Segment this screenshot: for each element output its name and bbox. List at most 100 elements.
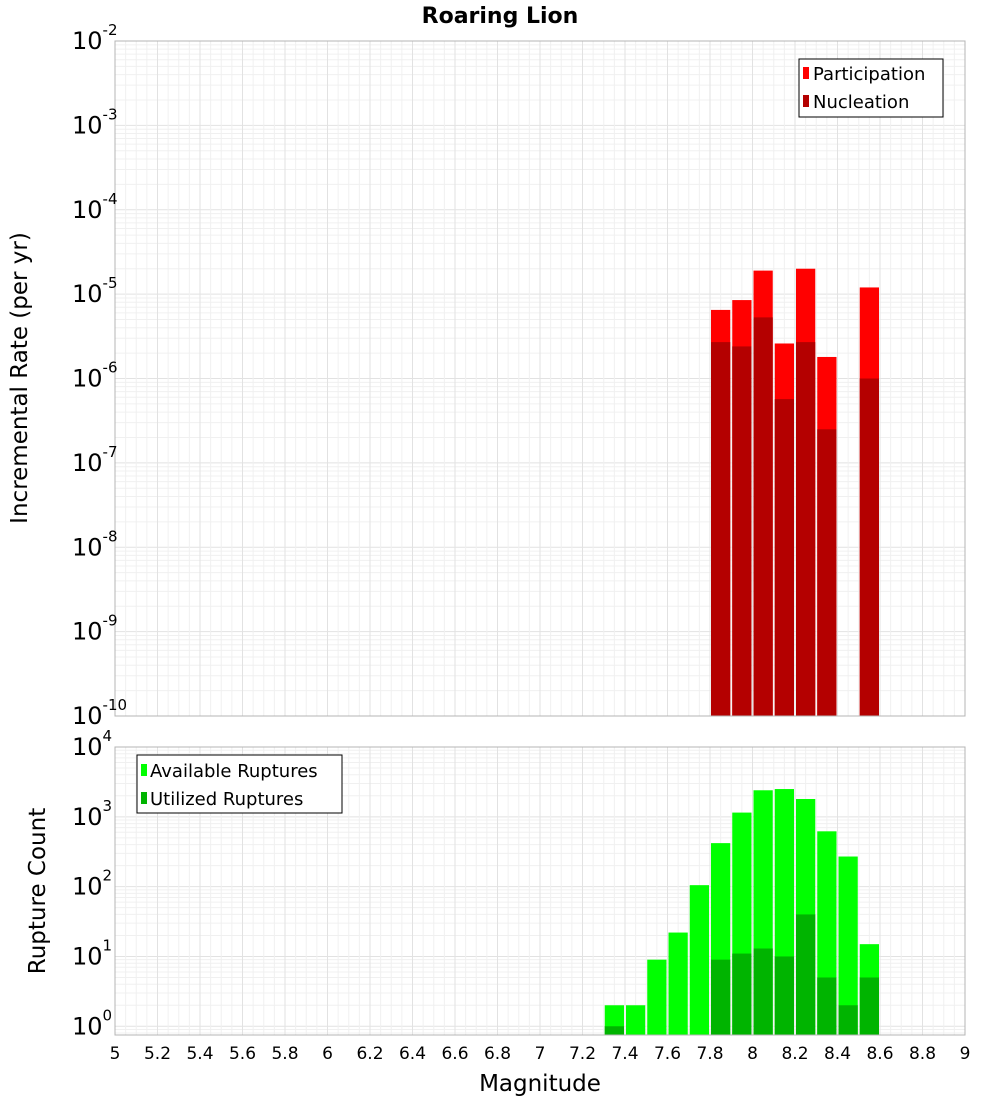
bottom-plot-frame — [114, 746, 966, 1036]
x-tick-label: 8.8 — [909, 1044, 936, 1064]
y-tick-exponent: 0 — [103, 1006, 113, 1024]
y-tick-exponent: -9 — [103, 612, 118, 630]
bottom-plot-bars — [604, 789, 879, 1035]
rate-bar-nucleation — [796, 342, 816, 716]
bottom-legend: Available Ruptures Utilized Ruptures — [136, 754, 343, 814]
rate-bar-nucleation — [859, 378, 879, 716]
top-plot-frame — [114, 40, 966, 717]
y-tick-base: 10 — [72, 196, 103, 224]
incremental-rate-plot: 10-210-310-410-510-610-710-810-910-10 In… — [7, 21, 966, 730]
y-tick-label: 10-5 — [72, 274, 118, 308]
top-plot-y-ticks: 10-210-310-410-510-610-710-810-910-10 — [72, 21, 127, 730]
x-tick-label: 8.6 — [866, 1044, 893, 1064]
utilized-legend-swatch — [141, 792, 147, 804]
y-tick-base: 10 — [72, 702, 103, 730]
y-tick-exponent: 2 — [103, 867, 113, 885]
y-tick-label: 100 — [72, 1006, 112, 1040]
y-tick-label: 10-2 — [72, 21, 118, 55]
x-axis-ticks: 5 5.2 5.4 5.6 5.8 6 6.2 6.4 6.6 6.8 7 7.2 7.4 7.6 7.8 8… — [110, 1044, 971, 1064]
x-tick-label: 8.4 — [824, 1044, 851, 1064]
count-bar-available — [647, 959, 667, 1035]
count-bar-available — [689, 885, 709, 1035]
y-tick-exponent: 1 — [103, 936, 113, 954]
y-tick-label: 102 — [72, 867, 112, 901]
count-bar-utilized — [817, 977, 837, 1035]
available-legend-swatch — [141, 764, 147, 776]
count-bar-available — [668, 932, 688, 1035]
y-tick-label: 103 — [72, 797, 112, 831]
y-tick-label: 10-7 — [72, 443, 118, 477]
x-tick-label: 7 — [535, 1044, 546, 1064]
y-tick-exponent: -3 — [103, 105, 118, 123]
y-tick-base: 10 — [72, 733, 103, 761]
count-bar-available — [838, 856, 858, 1035]
count-bar-utilized — [732, 953, 752, 1035]
count-bar-utilized — [774, 956, 794, 1035]
top-legend-box — [798, 58, 944, 118]
y-tick-exponent: -7 — [103, 443, 118, 461]
participation-legend-swatch — [803, 67, 809, 79]
rate-bar-nucleation — [817, 429, 837, 716]
top-y-axis-label: Incremental Rate (per yr) — [7, 232, 33, 524]
x-tick-label: 8.2 — [781, 1044, 808, 1064]
count-bar-available — [626, 1005, 646, 1035]
y-tick-base: 10 — [72, 533, 103, 561]
top-plot-grid — [114, 41, 966, 717]
x-tick-label: 5.6 — [229, 1044, 256, 1064]
y-tick-exponent: -6 — [103, 359, 118, 377]
y-tick-label: 10-6 — [72, 359, 118, 393]
y-tick-label: 10-4 — [72, 190, 118, 224]
x-tick-label: 6.8 — [484, 1044, 511, 1064]
y-tick-base: 10 — [72, 365, 103, 393]
y-tick-base: 10 — [72, 27, 103, 55]
y-tick-base: 10 — [72, 803, 103, 831]
count-bar-utilized — [753, 948, 773, 1035]
rate-bar-nucleation — [732, 346, 752, 716]
top-plot-bars — [711, 268, 879, 716]
rate-bar-nucleation — [753, 317, 773, 716]
count-bar-utilized — [796, 914, 816, 1035]
y-tick-base: 10 — [72, 1012, 103, 1040]
bottom-legend-box — [136, 754, 343, 814]
x-axis-label: Magnitude — [479, 1071, 601, 1097]
x-tick-label: 6.2 — [356, 1044, 383, 1064]
top-legend: Participation Nucleation — [798, 58, 944, 118]
y-tick-exponent: -8 — [103, 527, 118, 545]
count-bar-utilized — [838, 1005, 858, 1035]
y-tick-exponent: 4 — [103, 727, 113, 745]
x-tick-label: 7.4 — [611, 1044, 638, 1064]
x-tick-label: 7.8 — [696, 1044, 723, 1064]
nucleation-legend-label: Nucleation — [813, 92, 909, 113]
y-tick-base: 10 — [72, 873, 103, 901]
y-tick-label: 10-9 — [72, 612, 118, 646]
y-tick-base: 10 — [72, 111, 103, 139]
y-tick-base: 10 — [72, 449, 103, 477]
y-tick-exponent: -5 — [103, 274, 118, 292]
x-tick-label: 6 — [322, 1044, 333, 1064]
x-tick-label: 7.6 — [654, 1044, 681, 1064]
x-tick-label: 5.2 — [144, 1044, 171, 1064]
rate-bar-nucleation — [711, 342, 731, 716]
x-tick-label: 8 — [747, 1044, 758, 1064]
y-tick-base: 10 — [72, 280, 103, 308]
y-tick-label: 104 — [72, 727, 112, 761]
x-tick-label: 9 — [960, 1044, 971, 1064]
x-tick-label: 5.8 — [271, 1044, 298, 1064]
available-legend-label: Available Ruptures — [150, 761, 318, 782]
y-tick-label: 10-10 — [72, 696, 127, 730]
y-tick-exponent: 3 — [103, 797, 113, 815]
y-tick-exponent: -2 — [103, 21, 118, 39]
y-tick-exponent: -4 — [103, 190, 118, 208]
nucleation-legend-swatch — [803, 95, 809, 107]
x-tick-label: 5 — [110, 1044, 121, 1064]
x-tick-label: 6.6 — [441, 1044, 468, 1064]
y-tick-exponent: -10 — [103, 696, 128, 714]
x-tick-label: 7.2 — [569, 1044, 596, 1064]
rate-bar-nucleation — [774, 399, 794, 716]
y-tick-base: 10 — [72, 618, 103, 646]
y-tick-label: 10-8 — [72, 527, 118, 561]
count-bar-utilized — [859, 977, 879, 1035]
bottom-y-axis-label: Rupture Count — [25, 808, 51, 974]
